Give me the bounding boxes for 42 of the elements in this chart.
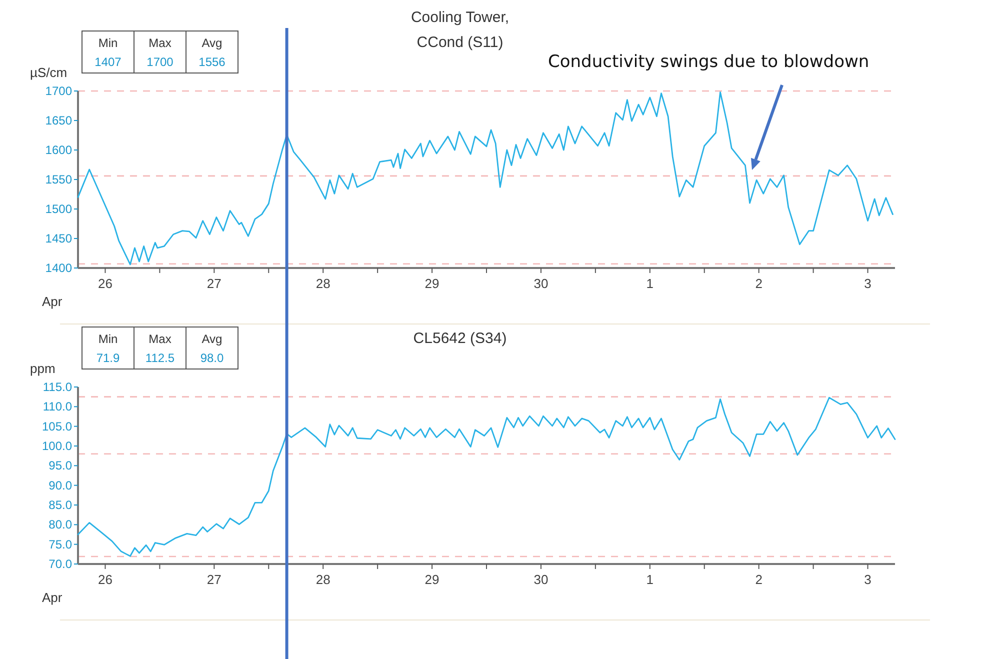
x-tick-label: 28 <box>316 276 330 291</box>
x-axis-title: Apr <box>42 590 63 605</box>
chart-title: CL5642 (S34) <box>413 330 507 347</box>
y-tick-label: 90.0 <box>48 478 72 492</box>
y-tick-label: 1650 <box>45 114 72 128</box>
y-tick-label: 1500 <box>45 202 72 216</box>
stats-table: Min Max Avg 1407 1700 1556 <box>82 30 238 74</box>
x-tick-label: 30 <box>534 572 548 587</box>
y-tick-label: 70.0 <box>48 557 72 571</box>
text: Conductivity swings due to blowdown <box>548 52 870 72</box>
x-tick-label: 28 <box>316 572 330 587</box>
x-tick-label: 1 <box>646 276 654 291</box>
y-tick-label: 115.0 <box>42 380 72 394</box>
x-tick-label: 29 <box>424 572 440 587</box>
y-tick-label: 1550 <box>45 172 72 186</box>
x-tick-label: 26 <box>98 572 112 587</box>
x-tick-label: 26 <box>98 276 112 291</box>
x-axis-title: Apr <box>42 294 63 309</box>
chart-title: Cooling Tower, CCond (S11) <box>410 9 510 51</box>
y-tick-label: 1450 <box>45 232 72 246</box>
x-tick-label: 2 <box>755 276 762 291</box>
x-tick-label: 1 <box>646 572 654 587</box>
y-axis-title: ppm <box>30 361 56 376</box>
y-tick-label: 1700 <box>45 84 72 98</box>
y-tick-label: 85.0 <box>48 498 72 512</box>
stats-table: Min Max Avg 71.9 112.5 98.0 <box>82 326 238 370</box>
y-tick-label: 1600 <box>45 143 72 157</box>
x-tick-label: 29 <box>424 276 440 291</box>
y-tick-label: 105.0 <box>42 419 72 434</box>
y-tick-label: 1400 <box>45 261 72 275</box>
x-tick-label: 3 <box>864 572 872 587</box>
x-tick-label: 30 <box>534 276 548 291</box>
x-tick-label: 2 <box>755 572 762 587</box>
y-tick-label: 80.0 <box>48 518 72 532</box>
y-tick-label: 95.0 <box>48 458 72 473</box>
x-tick-label: 27 <box>206 572 222 587</box>
y-tick-label: 100.0 <box>42 439 72 453</box>
y-axis-title: µS/cm <box>30 65 68 80</box>
x-tick-label: 27 <box>206 276 222 291</box>
x-tick-label: 3 <box>864 276 872 291</box>
y-tick-label: 110.0 <box>42 400 72 414</box>
y-tick-label: 75.0 <box>48 537 72 552</box>
